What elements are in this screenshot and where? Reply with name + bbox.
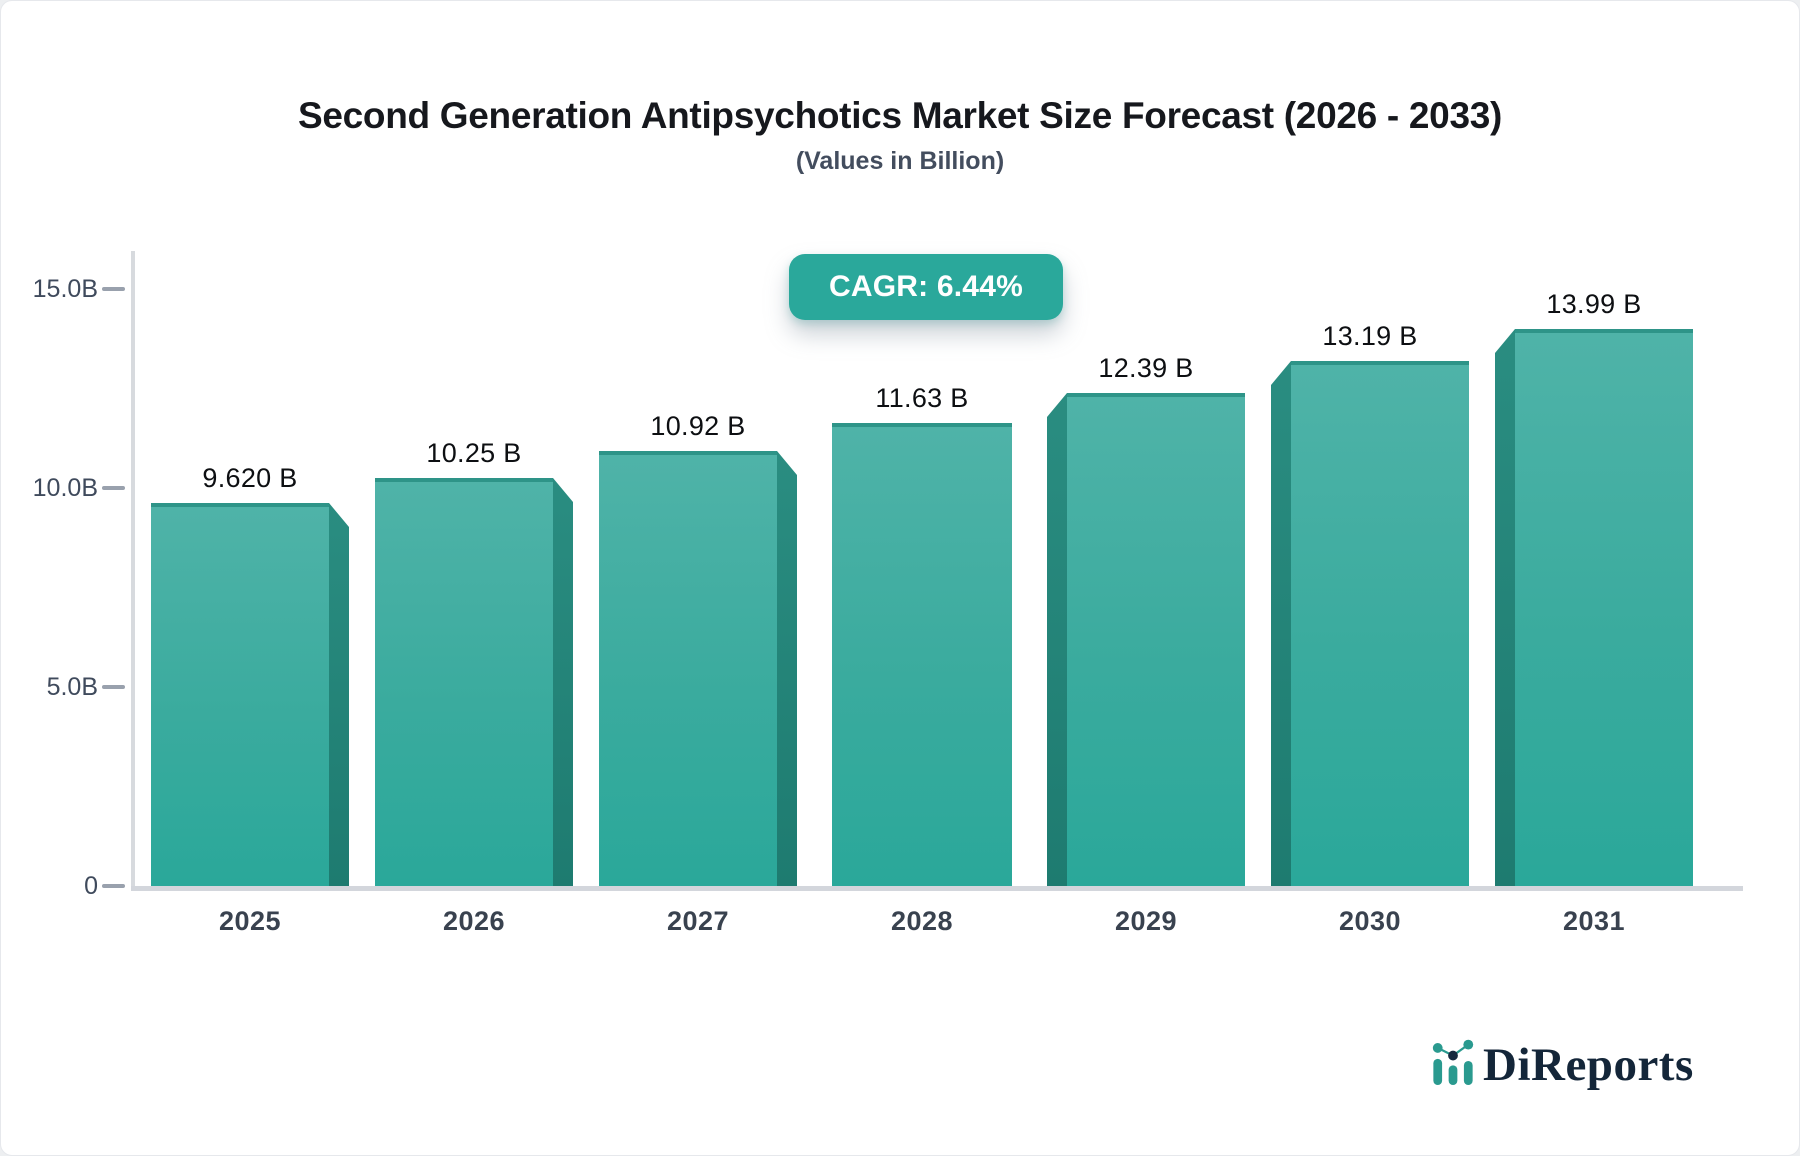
bar-value-label: 13.19 B: [1322, 321, 1418, 351]
cagr-badge: CAGR: 6.44%: [789, 254, 1063, 320]
bar-value-label: 12.39 B: [1098, 353, 1194, 383]
bar-2026: 10.25 B: [375, 438, 573, 886]
bar-value-label: 11.63 B: [875, 383, 969, 413]
x-axis-line: [131, 886, 1743, 891]
bar-2029: 12.39 B: [1047, 353, 1245, 886]
bar-face: [832, 423, 1012, 886]
bar-2028: 11.63 B: [823, 383, 1021, 886]
y-tick-label-15.0B: 15.0B: [32, 275, 98, 303]
x-axis-label-2026: 2026: [442, 906, 506, 936]
cagr-badge-label: CAGR: 6.44%: [829, 270, 1023, 303]
bar-side-shadow: [1495, 329, 1515, 886]
x-axis-label-2027: 2027: [666, 906, 730, 936]
bar-side-shadow: [1047, 393, 1067, 886]
bar-2027: 10.92 B: [599, 411, 797, 886]
bar-face: [1067, 393, 1245, 886]
direports-logo: DiReports: [1431, 1037, 1694, 1089]
y-tick-mark: [102, 486, 125, 490]
bar-side-shadow: [553, 478, 573, 886]
y-tick-label-5.0B: 5.0B: [46, 673, 98, 701]
plot-area: 9.620 B 10.25 B 10.92 B 11.63 B 12.39 B 13.19…: [131, 251, 1743, 891]
y-tick-mark: [102, 884, 125, 888]
x-axis-label-2025: 2025: [218, 906, 282, 936]
y-tick-mark: [102, 287, 125, 291]
chart-subtitle: (Values in Billion): [795, 147, 1005, 175]
x-axis-label-2028: 2028: [890, 906, 954, 936]
y-tick-label-0: 0: [84, 872, 98, 900]
bar-side-shadow: [329, 503, 349, 886]
bar-side-shadow: [1271, 361, 1291, 886]
bar-face: [599, 451, 777, 886]
bar-face: [151, 503, 329, 886]
bar-value-label: 10.25 B: [426, 438, 522, 468]
bar-chart-trend-icon: [1432, 1039, 1474, 1085]
y-tick-label-10.0B: 10.0B: [32, 474, 98, 502]
chart-title: Second Generation Antipsychotics Market …: [297, 95, 1503, 136]
y-axis-line: [131, 251, 135, 889]
bar-2025: 9.620 B: [151, 463, 349, 886]
bar-face: [1291, 361, 1469, 886]
bar-face: [1515, 329, 1693, 886]
y-tick-mark: [102, 685, 125, 689]
bar-2030: 13.19 B: [1271, 321, 1469, 886]
logo-text: DiReports: [1483, 1039, 1694, 1091]
bar-face: [375, 478, 553, 886]
x-axis-label-2030: 2030: [1338, 906, 1402, 936]
bar-value-label: 13.99 B: [1546, 289, 1642, 319]
x-axis-label-2031: 2031: [1562, 906, 1626, 936]
bar-side-shadow: [777, 451, 797, 886]
bar-value-label: 9.620 B: [202, 463, 298, 493]
bar-2031: 13.99 B: [1495, 289, 1693, 886]
bar-value-label: 10.92 B: [650, 411, 746, 441]
x-axis-label-2029: 2029: [1114, 906, 1178, 936]
